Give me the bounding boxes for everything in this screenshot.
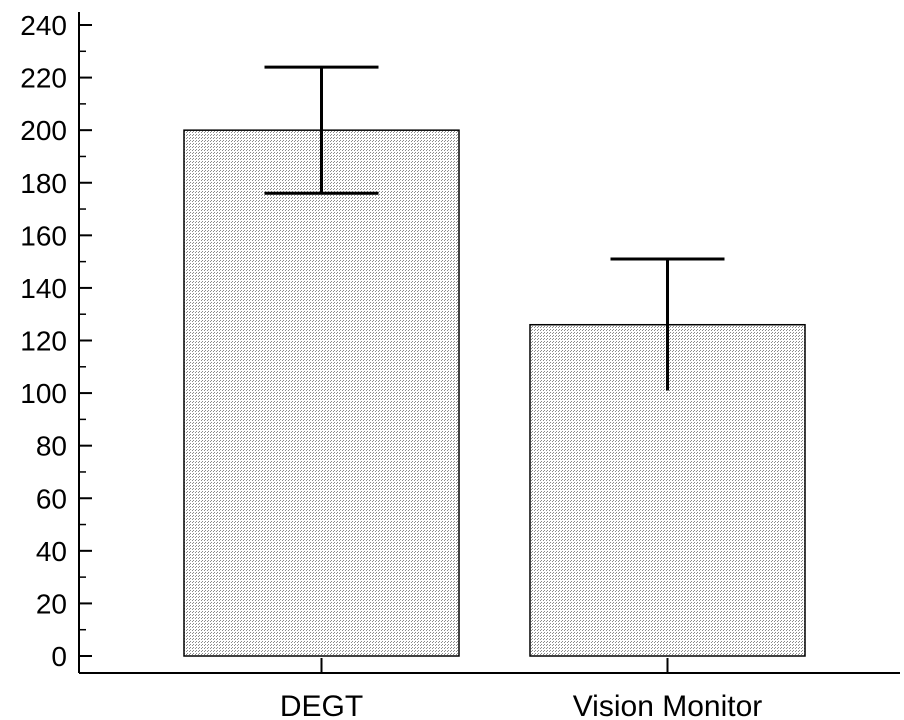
y-tick-label: 160 (20, 220, 67, 251)
y-tick-label: 60 (36, 483, 67, 514)
y-tick-label: 80 (36, 431, 67, 462)
y-tick-label: 200 (20, 115, 67, 146)
y-tick-label: 180 (20, 168, 67, 199)
y-tick-label: 140 (20, 273, 67, 304)
y-tick-label: 120 (20, 326, 67, 357)
axes-group: 0 20 40 60 80 100 120 140 160 180 200 220 240 DEGT Vis… (20, 10, 900, 720)
bars-group (183, 129, 806, 657)
y-tick-label: 20 (36, 588, 67, 619)
x-category-label: DEGT (280, 690, 363, 720)
y-tick-label: 40 (36, 536, 67, 567)
y-tick-label: 0 (51, 641, 67, 672)
y-tick-label: 100 (20, 378, 67, 409)
y-tick-label: 220 (20, 63, 67, 94)
x-category-label: Vision Monitor (573, 690, 763, 720)
bar-degt (183, 129, 460, 657)
error-bars-group (264, 65, 725, 391)
y-tick-label: 240 (20, 10, 67, 41)
